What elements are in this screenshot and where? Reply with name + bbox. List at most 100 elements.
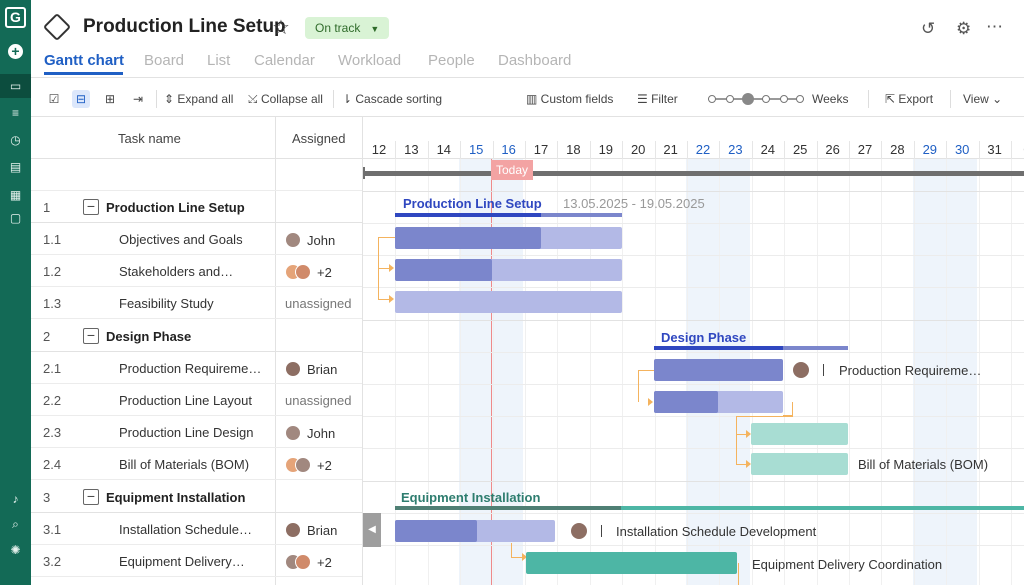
tab-list[interactable]: List [207,52,231,69]
day-label: 15 [460,117,492,159]
tab-board[interactable]: Board [144,52,185,69]
baseline-icon[interactable]: ⇥ [132,92,144,106]
bell-icon[interactable]: ♪ [12,492,19,506]
task-name[interactable]: Equipment Delivery… [119,554,245,569]
task-name[interactable]: Installation Schedule… [119,522,252,537]
slider-stop[interactable] [796,95,804,103]
table-row[interactable]: 2.4 Bill of Materials (BOM) +2 [31,448,362,480]
grid-icon[interactable]: ▦ [9,188,22,202]
assignee[interactable]: +2 [285,264,332,280]
slider-handle[interactable] [742,93,754,105]
task-name[interactable]: Feasibility Study [119,296,214,311]
tab-gantt-chart[interactable]: Gantt chart [44,52,125,69]
task-name[interactable]: Production Line Design [119,425,254,440]
task-bar[interactable] [395,291,622,313]
task-bar[interactable] [751,423,848,445]
table-row[interactable]: 3.2 Equipment Delivery… +2 [31,545,362,577]
task-bar[interactable] [751,453,848,475]
task-name[interactable]: Production Requireme… [119,361,262,376]
tab-workload[interactable]: Workload [338,52,402,69]
table-row[interactable]: 2.2 Production Line Layout unassigned [31,384,362,416]
grid-timeline-divider[interactable] [362,117,363,585]
toolbar-divider [868,90,869,108]
slider-stop[interactable] [708,95,716,103]
collapse-toggle-icon[interactable]: − [83,328,99,344]
gantt-timeline[interactable]: 12 13 14 15 16 17 18 19 20 21 22 23 24 25 26 27 28 29 30 31… [363,117,1024,585]
column-header-task-name[interactable]: Task name [118,131,181,146]
tab-people[interactable]: People [428,52,475,69]
list-icon[interactable]: ≡ [11,106,19,120]
row-number: 3.1 [43,522,62,537]
column-header-assigned[interactable]: Assigned [292,131,346,146]
task-name[interactable]: Production Line Setup [106,200,245,215]
avatar [793,362,809,378]
scale-label: Weeks [812,92,849,106]
task-name[interactable]: Production Line Layout [119,393,252,408]
row-divider [363,223,1024,224]
assignee[interactable]: unassigned [285,393,352,408]
task-name[interactable]: Bill of Materials (BOM) [119,457,250,472]
custom-fields-button[interactable]: ▥ Custom fields [526,92,614,106]
task-name[interactable]: Stakeholders and… [119,264,234,279]
table-row[interactable]: 1.2 Stakeholders and… +2 [31,255,362,287]
hierarchy-icon[interactable]: ⊞ [104,92,116,106]
settings-icon[interactable]: ⚙ [956,19,972,38]
export-button[interactable]: ⇱ Export [885,92,934,106]
collapse-toggle-icon[interactable]: − [83,489,99,505]
day-number: 22 [695,142,711,157]
cascade-sorting-button[interactable]: ⇂ Cascade sorting [342,92,443,106]
collapse-toggle-icon[interactable]: − [83,199,99,215]
zoom-slider[interactable] [708,93,804,105]
task-bar[interactable] [526,552,737,574]
assignee[interactable]: +2 [285,554,332,570]
collapse-grid-handle[interactable]: ◀ [363,513,381,547]
arrow-icon [389,295,394,303]
status-dropdown[interactable]: On track ▼ [305,17,390,39]
filter-button[interactable]: ☰ Filter [637,92,678,106]
gear-icon[interactable]: ✺ [10,543,21,557]
slider-stop[interactable] [726,95,734,103]
app-logo[interactable]: G [5,7,26,28]
assignee[interactable]: +2 [285,457,332,473]
history-icon[interactable]: ↺ [921,19,936,38]
clock-icon[interactable]: ◷ [10,133,21,147]
view-dropdown[interactable]: View ⌄ [963,90,1002,108]
checkbox-icon[interactable]: ☑ [48,92,60,106]
folder-icon[interactable]: ▭ [0,74,31,98]
chat-icon[interactable]: ▢ [9,211,22,225]
search-icon[interactable]: ⌕ [12,517,19,531]
table-row[interactable]: 2.3 Production Line Design John [31,416,362,448]
task-name[interactable]: Objectives and Goals [119,232,243,247]
row-divider [363,481,1024,482]
task-progress [395,259,492,281]
tab-calendar[interactable]: Calendar [254,52,315,69]
expand-all-button[interactable]: ⇕ Expand all [164,92,234,106]
star-icon[interactable]: ☆ [272,17,290,39]
collapse-all-button[interactable]: ⤩ Collapse all [248,92,323,106]
critical-path-icon[interactable]: ⊟ [72,90,90,108]
task-bar[interactable] [654,359,783,381]
table-row[interactable]: 3.1 Installation Schedule… Brian [31,513,362,545]
table-row[interactable]: 1.3 Feasibility Study unassigned [31,287,362,319]
table-row[interactable]: 3 − Equipment Installation [31,481,362,513]
slider-stop[interactable] [780,95,788,103]
table-row[interactable]: 1 − Production Line Setup [31,191,362,223]
tab-dashboard[interactable]: Dashboard [498,52,572,69]
table-row[interactable]: 2 − Design Phase [31,320,362,352]
assignee[interactable]: Brian [285,361,337,377]
assignee[interactable]: unassigned [285,296,352,311]
assignee[interactable]: John [285,425,335,441]
slider-stop[interactable] [762,95,770,103]
avatar [285,522,301,538]
more-icon[interactable]: ⋯ [986,17,1003,36]
task-name[interactable]: Equipment Installation [106,490,246,505]
table-row[interactable]: 1.1 Objectives and Goals John [31,223,362,255]
document-icon[interactable]: ▤ [9,160,22,174]
label-separator [601,525,602,537]
task-name[interactable]: Design Phase [106,329,192,344]
table-row[interactable]: 2.1 Production Requireme… Brian [31,352,362,384]
assignee[interactable]: Brian [285,522,337,538]
assignee[interactable]: John [285,232,335,248]
arrow-icon [746,460,751,468]
plus-icon[interactable]: + [8,44,23,59]
